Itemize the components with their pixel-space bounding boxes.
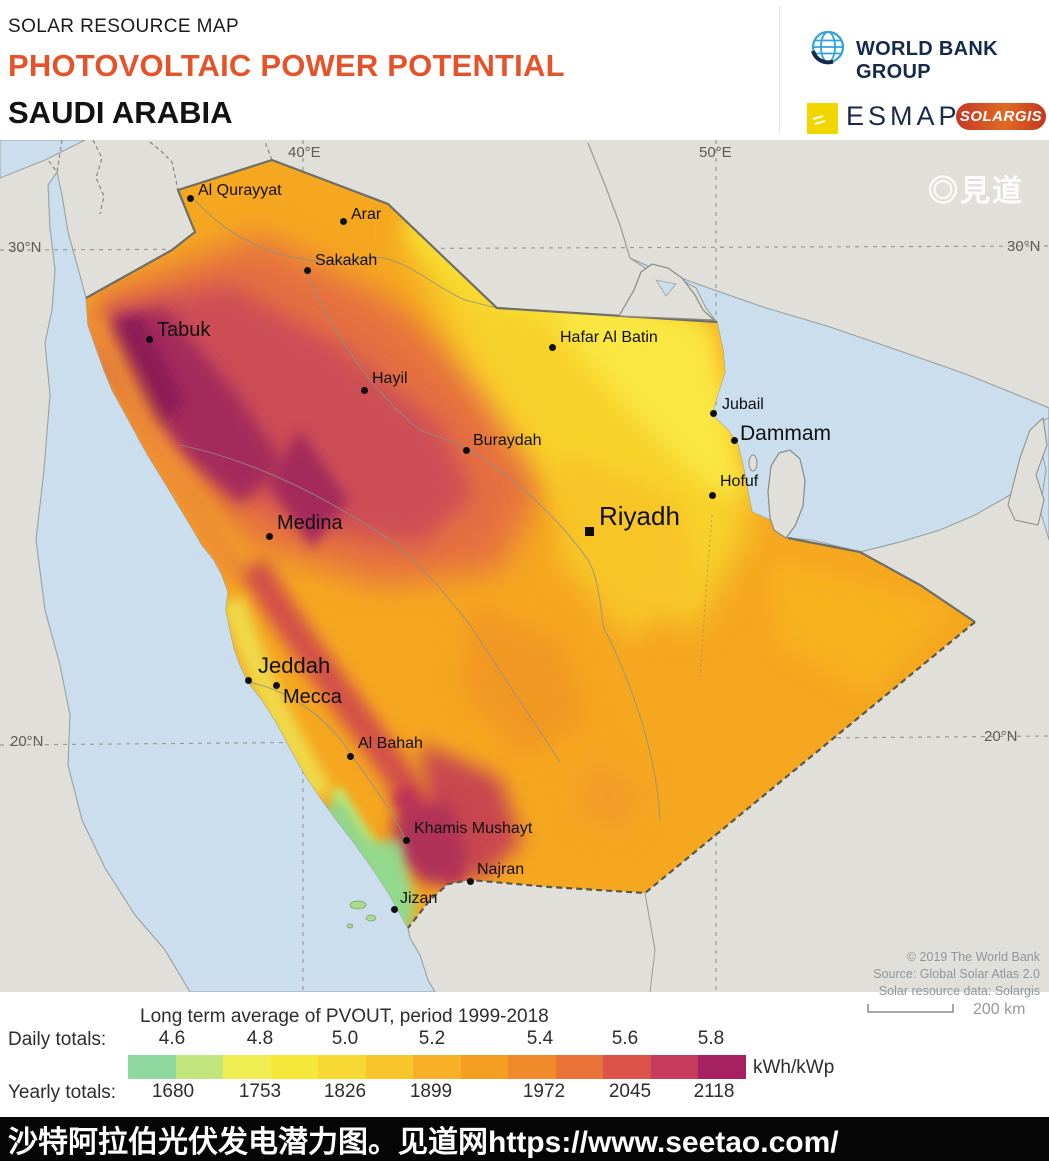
yearly-tick: 2118 — [693, 1081, 735, 1102]
yearly-tick: 1972 — [522, 1081, 566, 1102]
esmap-logo-text: ESMAP — [846, 101, 961, 131]
credit-line: © 2019 The World Bank — [906, 950, 1040, 964]
legend-color-cell — [318, 1055, 366, 1079]
yearly-tick: 1753 — [238, 1081, 282, 1102]
country-title: SAUDI ARABIA — [8, 95, 233, 130]
yearly-tick: 1826 — [323, 1081, 367, 1102]
map-kicker: SOLAR RESOURCE MAP — [8, 16, 240, 37]
admin-boundaries — [179, 199, 713, 843]
legend-color-cell — [603, 1055, 651, 1079]
solargis-logo-badge: SOLARGIS — [956, 103, 1046, 130]
legend-yearly-label: Yearly totals: — [8, 1082, 117, 1103]
legend-color-cell — [175, 1055, 224, 1079]
footer-caption: 沙特阿拉伯光伏发电潜力图。见道网https://www.seetao.com/ — [8, 1126, 839, 1159]
scale-bar — [867, 1004, 954, 1013]
daily-tick: 5.8 — [697, 1028, 725, 1049]
footer-bar: 沙特阿拉伯光伏发电潜力图。见道网https://www.seetao.com/ — [0, 1117, 1049, 1161]
legend-color-cell — [413, 1055, 461, 1079]
credit-line: Source: Global Solar Atlas 2.0 — [873, 967, 1040, 981]
daily-tick: 5.2 — [418, 1028, 446, 1049]
yearly-tick: 1899 — [409, 1081, 453, 1102]
legend-color-cell — [508, 1055, 556, 1079]
legend-daily-label: Daily totals: — [8, 1029, 107, 1050]
scale-label: 200 km — [973, 1001, 1026, 1018]
legend-color-cell — [650, 1055, 699, 1079]
legend-color-cell — [555, 1055, 604, 1079]
page-title: PHOTOVOLTAIC POWER POTENTIAL — [8, 48, 565, 83]
daily-tick: 4.8 — [246, 1028, 274, 1049]
daily-tick: 5.6 — [611, 1028, 639, 1049]
daily-tick: 5.0 — [331, 1028, 359, 1049]
legend-color-cell — [698, 1055, 746, 1079]
daily-tick: 5.4 — [526, 1028, 554, 1049]
qatar — [767, 449, 806, 539]
saudi-east-border — [787, 536, 976, 623]
legend-color-cell — [365, 1055, 414, 1079]
header-divider — [779, 6, 780, 134]
legend-color-cell — [223, 1055, 271, 1079]
map-credits: © 2019 The World Bank Source: Global Sol… — [873, 949, 1040, 1000]
legend-color-cell — [128, 1055, 176, 1079]
yearly-tick: 2045 — [608, 1081, 652, 1102]
worldbank-logo-text: WORLD BANK GROUP — [856, 38, 998, 83]
saudi-north-border — [85, 158, 718, 324]
bahrain — [748, 454, 758, 472]
musandam-peninsula — [1007, 416, 1048, 526]
legend-color-cell — [270, 1055, 319, 1079]
daily-tick: 4.6 — [158, 1028, 186, 1049]
legend-unit: kWh/kWp — [753, 1057, 835, 1078]
legend-color-scale — [128, 1055, 746, 1079]
watermark: ◎見道 — [928, 175, 1024, 208]
legend-title: Long term average of PVOUT, period 1999-… — [140, 1006, 549, 1027]
worldbank-globe-icon — [811, 30, 845, 65]
legend-color-cell — [460, 1055, 509, 1079]
solar-map — [0, 140, 1049, 992]
credit-line: Solar resource data: Solargis — [878, 984, 1040, 998]
yearly-tick: 1680 — [151, 1081, 195, 1102]
esmap-icon — [807, 103, 838, 134]
farasan-islands — [346, 900, 377, 929]
